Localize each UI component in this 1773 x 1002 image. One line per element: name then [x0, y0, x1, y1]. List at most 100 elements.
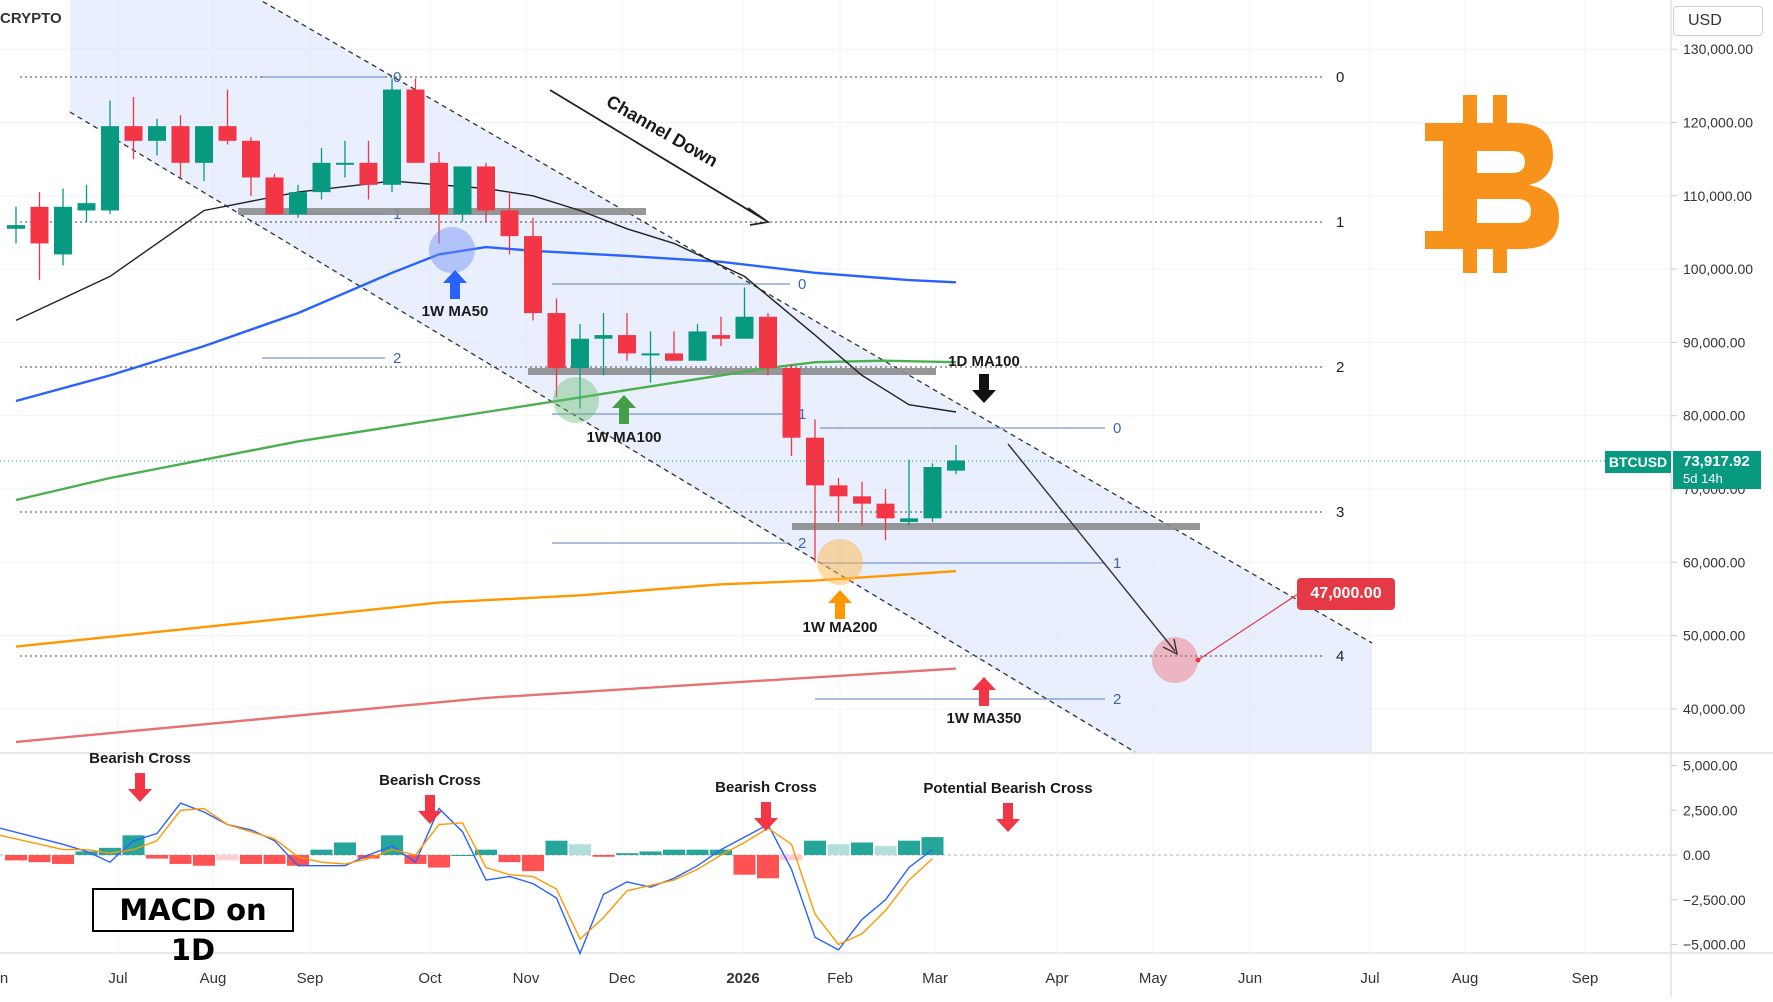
channel-upper-line	[258, 0, 1373, 644]
ma350-up-arrow	[972, 677, 996, 706]
ma200-label: 1W MA200	[802, 619, 877, 636]
macd-histogram-bar	[5, 855, 27, 861]
macd-histogram-bar	[428, 855, 450, 868]
candle-body	[594, 335, 613, 339]
time-axis-label: Mar	[922, 970, 948, 987]
macd-axis-label: −2,500.00	[1683, 892, 1746, 908]
candle-body	[735, 316, 754, 339]
macd-histogram-bar	[780, 855, 803, 861]
macd-histogram-bar	[240, 855, 262, 864]
macd-histogram-bar	[592, 855, 615, 857]
fib-level-label: 4	[1336, 648, 1344, 665]
projection-line	[1007, 443, 1176, 652]
time-axis-label: 2026	[726, 970, 759, 987]
candle-body	[806, 437, 824, 486]
bearish-cross-arrow	[418, 795, 442, 824]
time-axis-label: May	[1139, 970, 1168, 987]
candle-body	[265, 177, 284, 215]
ma200-up-arrow	[828, 590, 852, 619]
candle-body	[947, 460, 965, 471]
ma350-label: 1W MA350	[946, 710, 1021, 727]
price-axis-label: 100,000.00	[1683, 261, 1753, 277]
macd-axis-label: −5,000.00	[1683, 937, 1746, 953]
moving-average-line	[15, 359, 957, 502]
candle-body	[547, 313, 566, 369]
macd-histogram-bar	[710, 849, 732, 855]
macd-histogram-bar	[146, 855, 168, 859]
candle-body	[336, 162, 354, 165]
fib-segment-label: 2	[798, 535, 806, 552]
macd-histogram-bar	[733, 855, 756, 875]
fib-segment-label: 0	[393, 69, 401, 86]
bitcoin-logo-part	[1463, 95, 1477, 125]
time-axis-label: Sep	[297, 970, 324, 987]
ma200-touch-circle	[817, 539, 863, 585]
candle-body	[759, 316, 777, 369]
symbol-label: CRYPTO	[0, 10, 62, 27]
bearish-cross-label: Bearish Cross	[715, 779, 817, 796]
time-axis-label: Nov	[513, 970, 540, 987]
fib-segment-label: 0	[1113, 420, 1121, 437]
macd-histogram-bar	[898, 840, 920, 855]
price-axis-label: 90,000.00	[1683, 334, 1745, 350]
candle-body	[242, 140, 260, 178]
fib-segment-label: 2	[393, 350, 401, 367]
candle-body	[524, 236, 542, 314]
projection-arrowhead	[1162, 638, 1178, 656]
candle-body	[900, 518, 918, 522]
bar-countdown: 5d 14h	[1683, 471, 1723, 486]
macd-histogram-bar	[169, 855, 192, 864]
time-axis-label: Apr	[1045, 970, 1068, 987]
bearish-cross-arrow	[996, 803, 1020, 832]
price-axis-label: 40,000.00	[1683, 701, 1745, 717]
bearish-cross-label: Potential Bearish Cross	[923, 780, 1092, 797]
candle-body	[571, 338, 589, 369]
ma50-up-arrow	[443, 270, 467, 299]
bitcoin-logo-icon	[1425, 95, 1559, 273]
price-tag: 73,917.92 5d 14h	[1673, 451, 1761, 489]
candle-body	[7, 225, 25, 229]
bearish-cross-label: Bearish Cross	[379, 772, 481, 789]
currency-selector[interactable]: USD	[1673, 6, 1763, 36]
fib-segment-label: 2	[1113, 691, 1121, 708]
macd-histogram-bar	[639, 851, 662, 855]
macd-histogram-bar	[874, 846, 897, 855]
candle-body	[641, 353, 660, 356]
ma50-label: 1W MA50	[422, 303, 489, 320]
macd-histogram-bar	[99, 847, 121, 855]
macd-histogram-bar	[569, 844, 591, 855]
candle-body	[477, 166, 495, 211]
candle-body	[923, 467, 942, 519]
price-axis-label: 50,000.00	[1683, 628, 1745, 644]
channel-arrow-line	[549, 89, 766, 221]
macd-histogram-bar	[475, 849, 497, 855]
time-axis-label: Oct	[418, 970, 442, 987]
candle-body	[406, 89, 425, 163]
macd-histogram-bar	[287, 855, 309, 866]
moving-average-line	[15, 667, 957, 744]
bearish-cross-arrow	[128, 773, 152, 802]
time-axis-label: Feb	[827, 970, 853, 987]
macd-histogram-bar	[216, 855, 239, 861]
candle-body	[453, 166, 472, 215]
macd-histogram-bar	[804, 840, 826, 855]
macd-histogram-bar	[451, 855, 474, 856]
candle-body	[712, 335, 730, 339]
candle-body	[312, 162, 331, 193]
bitcoin-logo-part	[1455, 123, 1559, 249]
macd-signal-line	[0, 807, 933, 946]
ma100-label: 1W MA100	[586, 429, 661, 446]
bitcoin-logo-part	[1463, 245, 1477, 273]
candle-body	[782, 368, 801, 438]
macd-histogram-bar	[827, 844, 850, 855]
candle-body	[688, 331, 707, 361]
candle-body	[171, 126, 190, 163]
candle-body	[876, 503, 895, 519]
candle-body	[383, 89, 401, 185]
ma100-1d-label: 1D MA100	[948, 353, 1020, 370]
macd-histogram-bar	[310, 849, 333, 855]
macd-histogram-bar	[52, 855, 74, 864]
macd-histogram-bar	[921, 837, 944, 855]
